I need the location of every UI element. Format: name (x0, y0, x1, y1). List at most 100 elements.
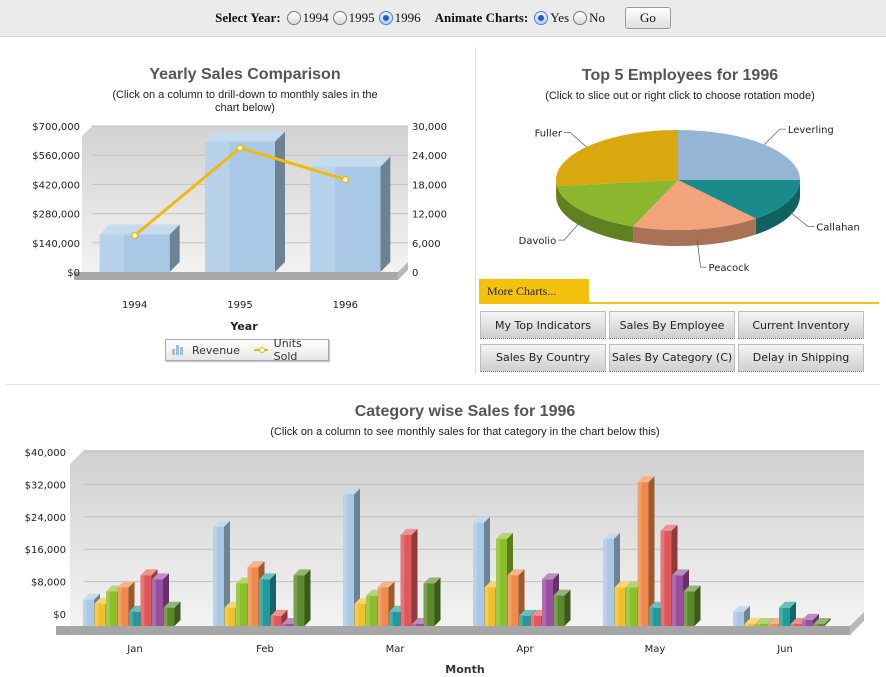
category-bar[interactable] (423, 577, 441, 626)
yearly-chart-subtitle-2: chart below) (215, 102, 275, 114)
category-bar[interactable] (270, 609, 288, 626)
y-tick-label: $420,000 (32, 180, 80, 191)
pie-slice-peacock[interactable] (633, 180, 756, 230)
legend-units-sold[interactable]: Units Sold (253, 337, 328, 363)
units-sold-point (130, 231, 139, 240)
category-sales-chart[interactable]: $0 $8,000 $16,000 $24,000 $32,000 $40,000 Jan F… (0, 440, 886, 677)
pie-label: Davolio (519, 236, 557, 247)
pie-slice-side (633, 218, 756, 246)
x-axis-label: Month (445, 663, 484, 676)
pie-leader-line (763, 128, 786, 145)
top-employees-pie-chart[interactable]: Leverling Callahan Peacock Davolio Fuller (480, 110, 880, 275)
plot-floor-front (56, 626, 850, 635)
top-toolbar: Select Year: 1994 1995 1996 Animate Char… (0, 0, 886, 37)
y-tick-label: $0 (53, 610, 66, 621)
year-option-1994[interactable]: 1994 (286, 10, 329, 26)
units-sold-point (236, 144, 244, 152)
category-bar[interactable] (213, 520, 230, 626)
pie-slice-davolio[interactable] (556, 180, 678, 227)
category-bar[interactable] (293, 569, 311, 626)
y-tick-label: $8,000 (31, 578, 66, 589)
year-option-1996[interactable]: 1996 (378, 10, 421, 26)
radio-1994[interactable] (286, 11, 301, 25)
category-bar[interactable] (637, 476, 655, 626)
y-tick-label: $560,000 (32, 151, 80, 162)
my-top-indicators-button[interactable]: My Top Indicators (480, 311, 606, 339)
radio-yes[interactable] (534, 11, 549, 25)
employees-chart-title: Top 5 Employees for 1996 (581, 67, 779, 84)
go-button[interactable]: Go (625, 7, 671, 29)
x-tick-label: Feb (256, 644, 274, 655)
pie-slice-side (556, 180, 557, 203)
category-bar[interactable] (507, 569, 525, 626)
category-bar[interactable] (343, 488, 360, 626)
radio-no[interactable] (573, 11, 588, 25)
sales-by-employee-button[interactable]: Sales By Employee (609, 311, 735, 339)
bar-legend-icon (172, 345, 184, 355)
legend-revenue[interactable]: Revenue (172, 344, 240, 357)
yearly-chart-subtitle-1: (Click on a column to drill-down to mont… (112, 89, 378, 101)
animate-option-yes[interactable]: Yes (534, 10, 569, 26)
pie-slice-fuller[interactable] (556, 130, 678, 187)
y2-tick-label: 30,000 (412, 122, 447, 133)
plot-floor-front (74, 272, 398, 280)
pie-slice-side (755, 180, 800, 235)
y-tick-label: $16,000 (25, 545, 66, 556)
y2-tick-label: 12,000 (412, 210, 447, 221)
category-bar[interactable] (400, 528, 418, 626)
category-bar[interactable] (813, 617, 831, 626)
x-tick-label: Jan (126, 644, 142, 655)
select-year-label: Select Year: (215, 10, 281, 25)
revenue-bar[interactable] (310, 156, 391, 272)
pie-slice-callahan[interactable] (678, 180, 800, 219)
employees-chart-subtitle: (Click to slice out or right click to ch… (545, 90, 815, 102)
yearly-sales-chart[interactable]: $0 $140,000 $280,000 $420,000 $560,000 $700,0… (0, 112, 475, 337)
delay-in-shipping-button[interactable]: Delay in Shipping (738, 343, 864, 372)
category-bar[interactable] (553, 589, 571, 626)
yearly-chart-title: Yearly Sales Comparison (149, 66, 341, 83)
year-option-1995[interactable]: 1995 (332, 10, 375, 26)
more-charts-buttons: My Top Indicators Sales By Employee Curr… (480, 311, 865, 373)
plot-background (70, 450, 864, 626)
pie-leader-line (558, 219, 582, 241)
x-tick-label: Mar (386, 644, 406, 655)
pie-label: Callahan (816, 223, 860, 234)
x-tick-label: May (645, 644, 666, 655)
pie-leader-line (788, 210, 815, 228)
y2-tick-label: 6,000 (412, 239, 441, 250)
pie-label: Leverling (788, 125, 834, 136)
x-axis-label: Year (229, 320, 258, 333)
y-tick-label: $40,000 (25, 448, 66, 459)
y2-tick-label: 24,000 (412, 151, 447, 162)
revenue-bar[interactable] (205, 131, 285, 272)
pie-label: Peacock (709, 263, 750, 274)
current-inventory-button[interactable]: Current Inventory (738, 311, 864, 339)
y-tick-label: $140,000 (32, 239, 80, 250)
pie-leader-line (696, 238, 707, 268)
more-charts-tab[interactable]: More Charts... (479, 279, 589, 303)
y2-tick-label: 0 (412, 268, 418, 279)
radio-1995[interactable] (332, 11, 347, 25)
sales-by-country-button[interactable]: Sales By Country (480, 343, 606, 372)
radio-1996[interactable] (378, 11, 393, 25)
category-chart-title: Category wise Sales for 1996 (354, 403, 576, 420)
y-tick-label: $700,000 (32, 122, 80, 133)
revenue-bar[interactable] (99, 224, 180, 272)
x-tick-label: 1996 (333, 300, 358, 311)
category-bar[interactable] (779, 601, 796, 626)
x-tick-label: 1994 (122, 300, 147, 311)
pie-slice-side (556, 186, 634, 243)
x-tick-label: Jun (776, 644, 793, 655)
category-bar[interactable] (683, 585, 701, 626)
y-tick-label: $24,000 (25, 513, 66, 524)
panel-divider-vertical (475, 47, 476, 374)
sales-by-category-button[interactable]: Sales By Category (C) (609, 343, 735, 372)
pie-slice-leverling[interactable] (678, 130, 800, 180)
category-bar[interactable] (163, 601, 181, 626)
x-tick-label: Apr (516, 644, 534, 655)
animate-option-no[interactable]: No (573, 10, 605, 26)
line-legend-icon (253, 347, 268, 353)
y-tick-label: $32,000 (25, 480, 66, 491)
pie-leader-line (563, 131, 587, 148)
panel-divider-horizontal (6, 384, 880, 385)
